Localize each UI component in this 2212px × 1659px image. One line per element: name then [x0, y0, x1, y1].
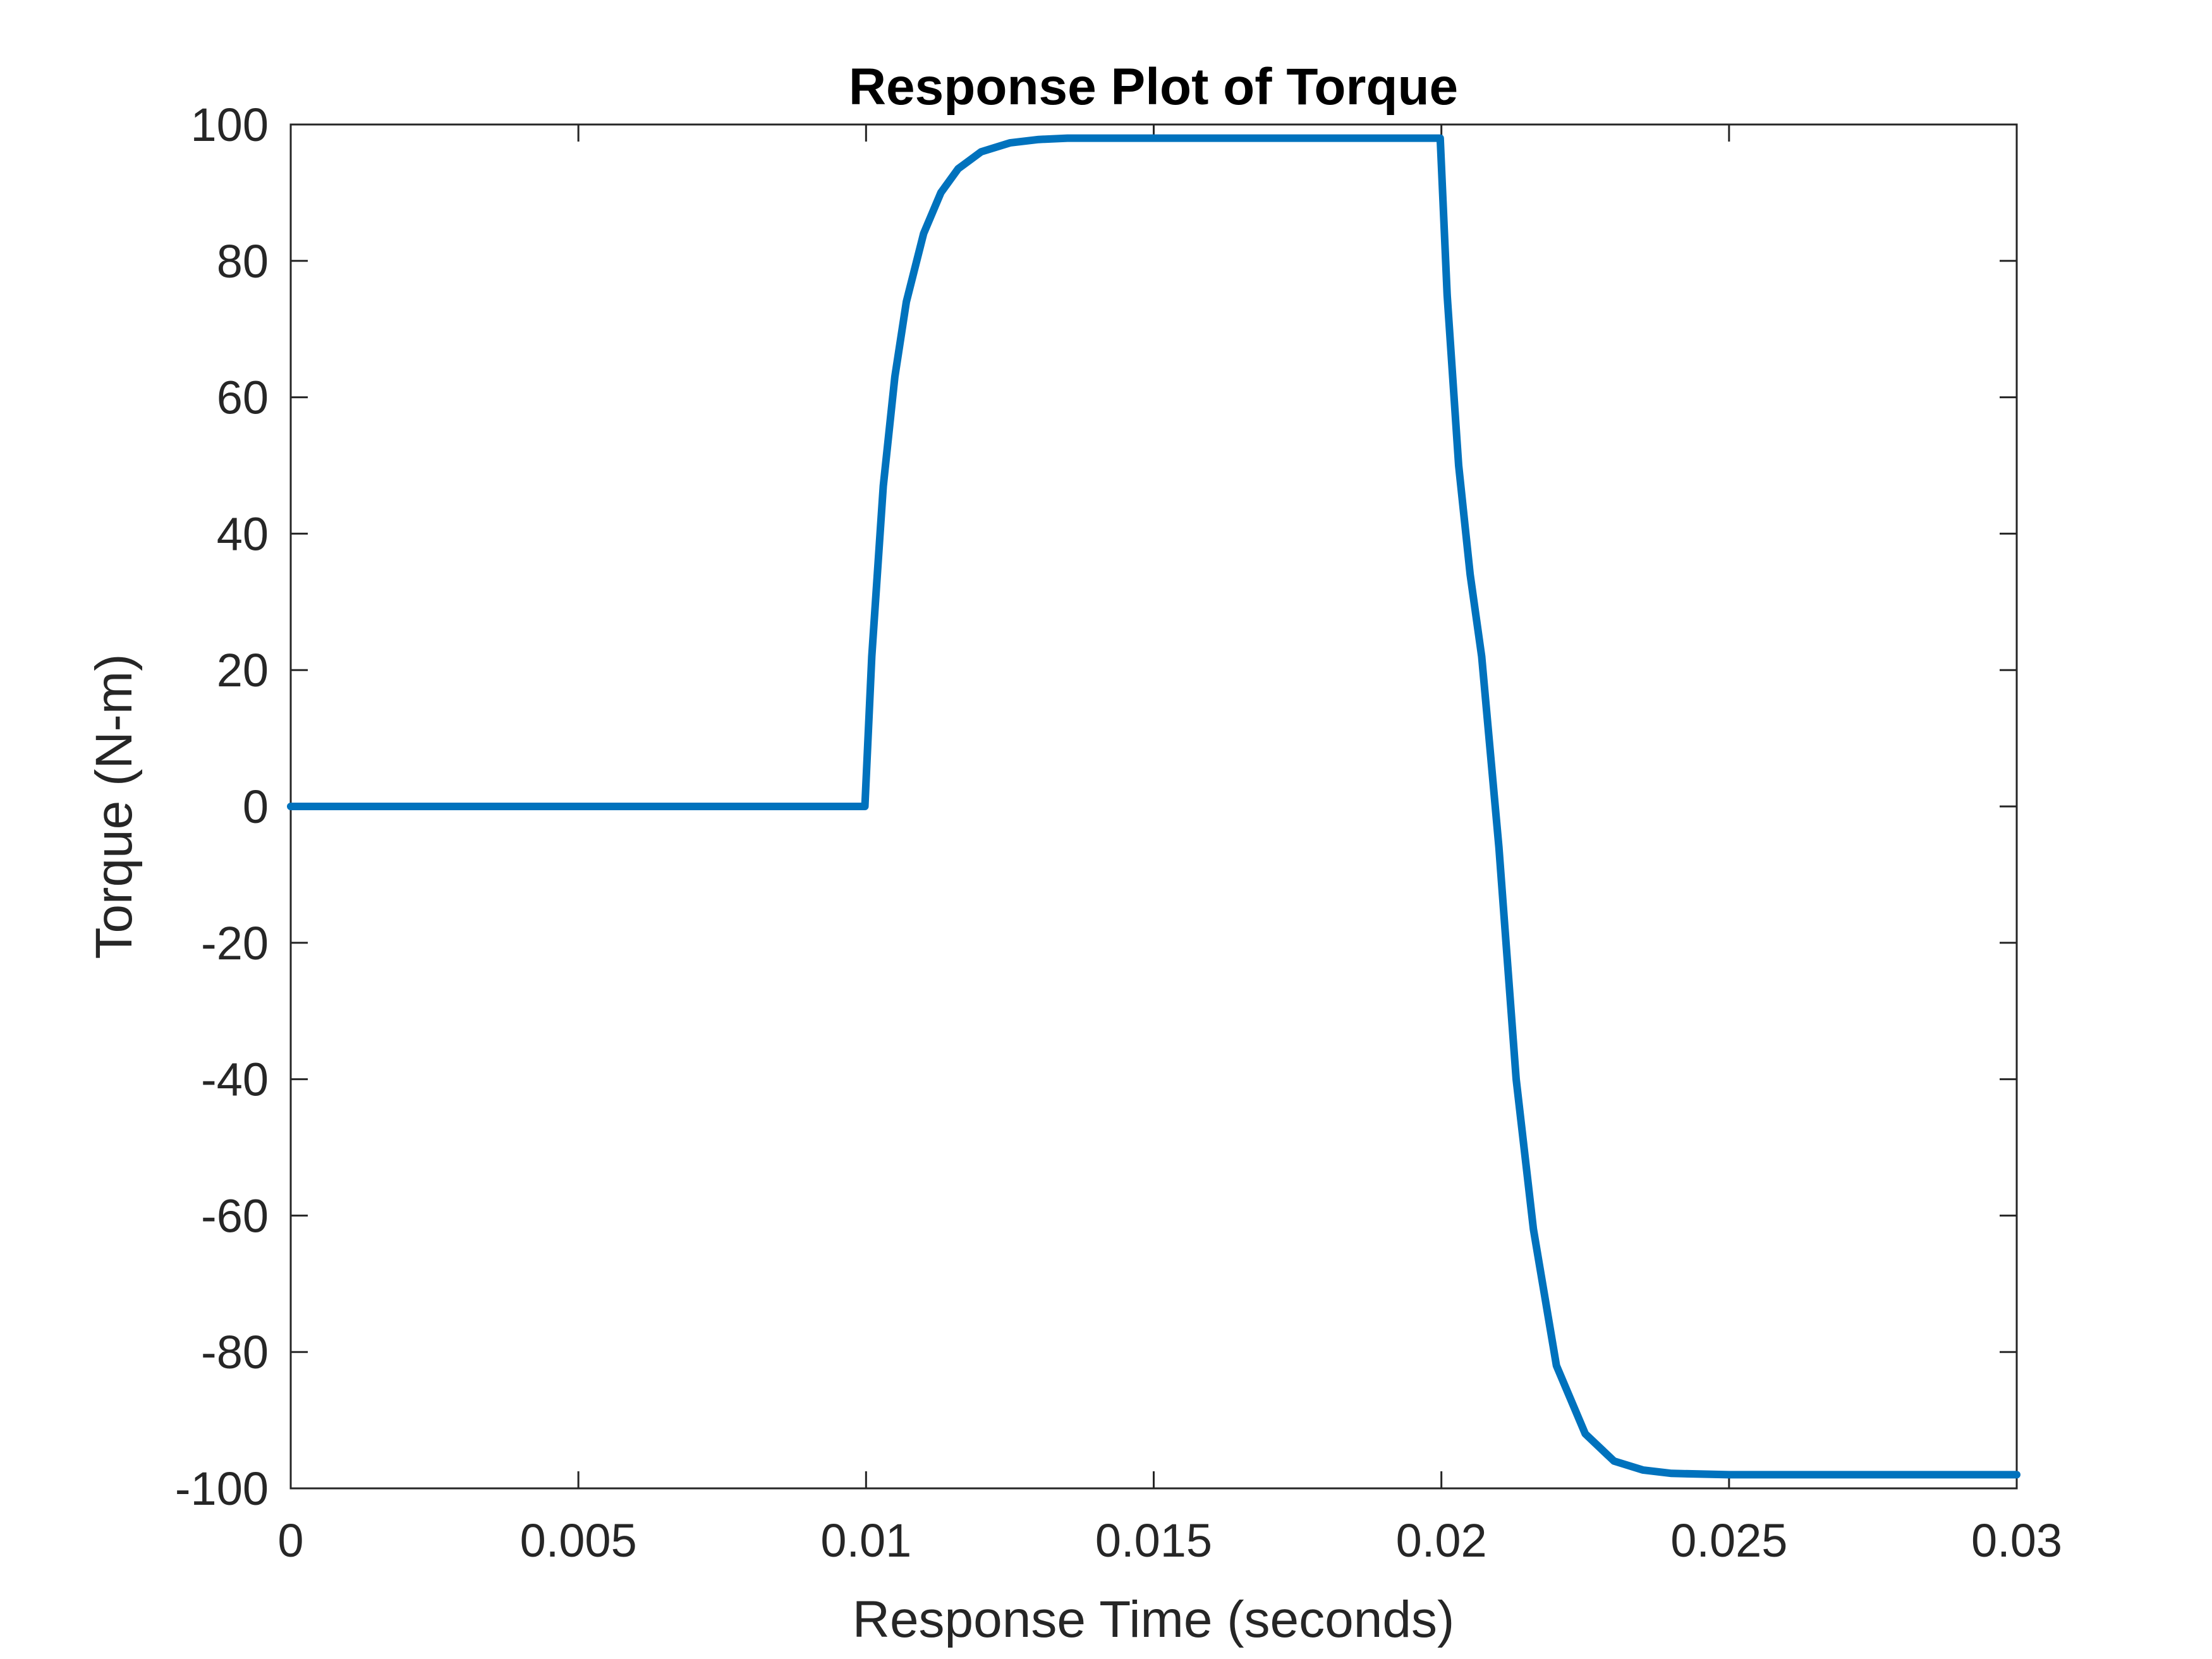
y-tick-label: 20: [217, 644, 269, 696]
y-tick-label: -80: [201, 1326, 269, 1378]
x-tick-label: 0.01: [820, 1514, 911, 1567]
chart-title: Response Plot of Torque: [849, 58, 1458, 116]
x-tick-label: 0: [277, 1514, 303, 1567]
y-tick-label: -40: [201, 1054, 269, 1106]
series-layer: [287, 134, 2021, 1479]
y-axis-label: Torque (N-m): [85, 654, 143, 959]
x-tick-label: 0.02: [1396, 1514, 1487, 1567]
y-tick-label: 100: [191, 99, 269, 151]
plot-area: 0 0.005 0.01 0.015 0.02 0.025 0.03 100 80 60 40 20 0…: [175, 99, 2062, 1567]
x-tick-label: 0.005: [520, 1514, 637, 1567]
y-tick-label: 40: [217, 507, 269, 560]
y-tick-label: -60: [201, 1189, 269, 1242]
y-tick-label: 0: [243, 781, 269, 833]
y-tick-label: 80: [217, 235, 269, 288]
axis-ticks: 0 0.005 0.01 0.015 0.02 0.025 0.03 100 80 60 40 20 0…: [175, 99, 2062, 1567]
y-tick-label: 60: [217, 372, 269, 424]
x-tick-label: 0.03: [1971, 1514, 2062, 1567]
x-axis-label: Response Time (seconds): [853, 1591, 1455, 1648]
x-tick-label: 0.015: [1095, 1514, 1212, 1567]
series-line-torque: [287, 134, 2021, 1479]
y-tick-label: -100: [175, 1462, 269, 1515]
x-tick-label: 0.025: [1670, 1514, 1787, 1567]
y-tick-label: -20: [201, 917, 269, 969]
